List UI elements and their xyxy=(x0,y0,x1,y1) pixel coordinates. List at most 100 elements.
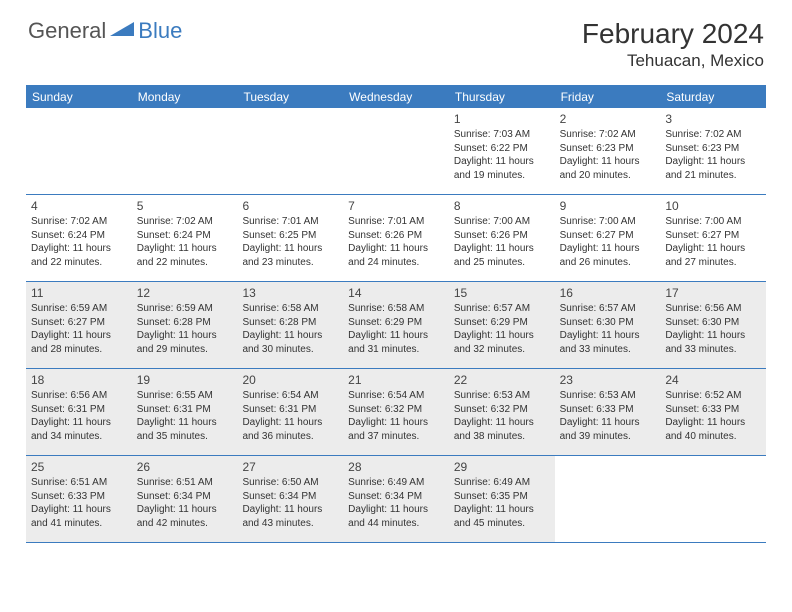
sunrise-text: Sunrise: 6:50 AM xyxy=(242,476,338,490)
daylight-text: Daylight: 11 hours and 37 minutes. xyxy=(348,416,444,443)
sunrise-text: Sunrise: 6:51 AM xyxy=(31,476,127,490)
day-number: 7 xyxy=(348,198,444,214)
day-number: 18 xyxy=(31,372,127,388)
sunset-text: Sunset: 6:23 PM xyxy=(665,142,761,156)
week-row: 4Sunrise: 7:02 AMSunset: 6:24 PMDaylight… xyxy=(26,195,766,282)
daylight-text: Daylight: 11 hours and 26 minutes. xyxy=(560,242,656,269)
day-header: Thursday xyxy=(449,87,555,108)
sunrise-text: Sunrise: 6:56 AM xyxy=(665,302,761,316)
day-number: 29 xyxy=(454,459,550,475)
week-row: 25Sunrise: 6:51 AMSunset: 6:33 PMDayligh… xyxy=(26,456,766,543)
sunrise-text: Sunrise: 6:58 AM xyxy=(348,302,444,316)
daylight-text: Daylight: 11 hours and 29 minutes. xyxy=(137,329,233,356)
day-cell: 2Sunrise: 7:02 AMSunset: 6:23 PMDaylight… xyxy=(555,108,661,194)
sunset-text: Sunset: 6:33 PM xyxy=(665,403,761,417)
sunrise-text: Sunrise: 6:56 AM xyxy=(31,389,127,403)
day-number: 28 xyxy=(348,459,444,475)
daylight-text: Daylight: 11 hours and 21 minutes. xyxy=(665,155,761,182)
sunrise-text: Sunrise: 7:01 AM xyxy=(348,215,444,229)
sunset-text: Sunset: 6:34 PM xyxy=(137,490,233,504)
daylight-text: Daylight: 11 hours and 44 minutes. xyxy=(348,503,444,530)
day-cell: 7Sunrise: 7:01 AMSunset: 6:26 PMDaylight… xyxy=(343,195,449,281)
daylight-text: Daylight: 11 hours and 35 minutes. xyxy=(137,416,233,443)
day-cell: 28Sunrise: 6:49 AMSunset: 6:34 PMDayligh… xyxy=(343,456,449,542)
daylight-text: Daylight: 11 hours and 28 minutes. xyxy=(31,329,127,356)
title-block: February 2024 Tehuacan, Mexico xyxy=(582,18,764,71)
empty-cell xyxy=(26,108,132,194)
day-cell: 10Sunrise: 7:00 AMSunset: 6:27 PMDayligh… xyxy=(660,195,766,281)
sunrise-text: Sunrise: 6:57 AM xyxy=(560,302,656,316)
sunset-text: Sunset: 6:30 PM xyxy=(560,316,656,330)
sunrise-text: Sunrise: 7:02 AM xyxy=(665,128,761,142)
day-cell: 18Sunrise: 6:56 AMSunset: 6:31 PMDayligh… xyxy=(26,369,132,455)
daylight-text: Daylight: 11 hours and 31 minutes. xyxy=(348,329,444,356)
sunset-text: Sunset: 6:24 PM xyxy=(137,229,233,243)
sunset-text: Sunset: 6:29 PM xyxy=(348,316,444,330)
header: General Blue February 2024 Tehuacan, Mex… xyxy=(0,0,792,79)
day-number: 16 xyxy=(560,285,656,301)
sunset-text: Sunset: 6:34 PM xyxy=(242,490,338,504)
day-number: 4 xyxy=(31,198,127,214)
empty-cell xyxy=(555,456,661,542)
day-cell: 16Sunrise: 6:57 AMSunset: 6:30 PMDayligh… xyxy=(555,282,661,368)
daylight-text: Daylight: 11 hours and 38 minutes. xyxy=(454,416,550,443)
daylight-text: Daylight: 11 hours and 25 minutes. xyxy=(454,242,550,269)
daylight-text: Daylight: 11 hours and 41 minutes. xyxy=(31,503,127,530)
day-number: 11 xyxy=(31,285,127,301)
day-cell: 19Sunrise: 6:55 AMSunset: 6:31 PMDayligh… xyxy=(132,369,238,455)
sunset-text: Sunset: 6:31 PM xyxy=(137,403,233,417)
day-number: 2 xyxy=(560,111,656,127)
sunrise-text: Sunrise: 6:57 AM xyxy=(454,302,550,316)
daylight-text: Daylight: 11 hours and 22 minutes. xyxy=(31,242,127,269)
daylight-text: Daylight: 11 hours and 24 minutes. xyxy=(348,242,444,269)
day-cell: 8Sunrise: 7:00 AMSunset: 6:26 PMDaylight… xyxy=(449,195,555,281)
day-cell: 3Sunrise: 7:02 AMSunset: 6:23 PMDaylight… xyxy=(660,108,766,194)
sunrise-text: Sunrise: 6:54 AM xyxy=(242,389,338,403)
sunset-text: Sunset: 6:27 PM xyxy=(31,316,127,330)
empty-cell xyxy=(132,108,238,194)
day-cell: 20Sunrise: 6:54 AMSunset: 6:31 PMDayligh… xyxy=(237,369,343,455)
sunset-text: Sunset: 6:26 PM xyxy=(454,229,550,243)
day-number: 10 xyxy=(665,198,761,214)
sunset-text: Sunset: 6:27 PM xyxy=(560,229,656,243)
daylight-text: Daylight: 11 hours and 43 minutes. xyxy=(242,503,338,530)
sunset-text: Sunset: 6:33 PM xyxy=(560,403,656,417)
day-cell: 11Sunrise: 6:59 AMSunset: 6:27 PMDayligh… xyxy=(26,282,132,368)
daylight-text: Daylight: 11 hours and 33 minutes. xyxy=(665,329,761,356)
sunset-text: Sunset: 6:28 PM xyxy=(242,316,338,330)
sunrise-text: Sunrise: 6:59 AM xyxy=(31,302,127,316)
sunset-text: Sunset: 6:23 PM xyxy=(560,142,656,156)
daylight-text: Daylight: 11 hours and 36 minutes. xyxy=(242,416,338,443)
day-number: 15 xyxy=(454,285,550,301)
day-cell: 14Sunrise: 6:58 AMSunset: 6:29 PMDayligh… xyxy=(343,282,449,368)
sunrise-text: Sunrise: 6:49 AM xyxy=(454,476,550,490)
daylight-text: Daylight: 11 hours and 27 minutes. xyxy=(665,242,761,269)
sunset-text: Sunset: 6:31 PM xyxy=(242,403,338,417)
day-number: 27 xyxy=(242,459,338,475)
logo-triangle-icon xyxy=(110,20,136,43)
day-header-row: SundayMondayTuesdayWednesdayThursdayFrid… xyxy=(26,87,766,108)
day-number: 19 xyxy=(137,372,233,388)
day-header: Saturday xyxy=(660,87,766,108)
sunset-text: Sunset: 6:25 PM xyxy=(242,229,338,243)
empty-cell xyxy=(660,456,766,542)
day-number: 22 xyxy=(454,372,550,388)
daylight-text: Daylight: 11 hours and 42 minutes. xyxy=(137,503,233,530)
day-number: 1 xyxy=(454,111,550,127)
day-number: 12 xyxy=(137,285,233,301)
sunset-text: Sunset: 6:29 PM xyxy=(454,316,550,330)
calendar: SundayMondayTuesdayWednesdayThursdayFrid… xyxy=(26,85,766,543)
day-number: 14 xyxy=(348,285,444,301)
day-cell: 4Sunrise: 7:02 AMSunset: 6:24 PMDaylight… xyxy=(26,195,132,281)
sunset-text: Sunset: 6:24 PM xyxy=(31,229,127,243)
day-header: Wednesday xyxy=(343,87,449,108)
daylight-text: Daylight: 11 hours and 23 minutes. xyxy=(242,242,338,269)
daylight-text: Daylight: 11 hours and 19 minutes. xyxy=(454,155,550,182)
day-number: 17 xyxy=(665,285,761,301)
sunrise-text: Sunrise: 7:00 AM xyxy=(560,215,656,229)
sunset-text: Sunset: 6:34 PM xyxy=(348,490,444,504)
day-cell: 25Sunrise: 6:51 AMSunset: 6:33 PMDayligh… xyxy=(26,456,132,542)
sunrise-text: Sunrise: 6:55 AM xyxy=(137,389,233,403)
day-cell: 21Sunrise: 6:54 AMSunset: 6:32 PMDayligh… xyxy=(343,369,449,455)
week-row: 1Sunrise: 7:03 AMSunset: 6:22 PMDaylight… xyxy=(26,108,766,195)
